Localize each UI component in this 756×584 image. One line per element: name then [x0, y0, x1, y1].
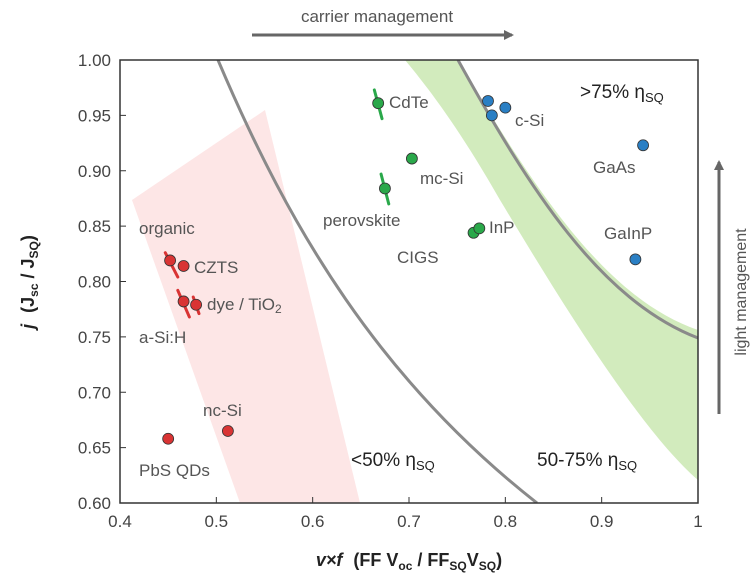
label-czts: CZTS [194, 258, 238, 277]
region-label-below-50: <50% ηSQ [351, 450, 435, 473]
data-point-a-si-h [177, 295, 190, 308]
data-point-cdte [372, 97, 385, 110]
x-tick-label: 0.8 [494, 512, 518, 531]
data-point-mc-si [405, 152, 418, 165]
top-arrow-label: carrier management [301, 7, 453, 26]
data-point-perovskite [379, 182, 391, 195]
region-label-above-75: >75% ηSQ [580, 82, 664, 105]
x-tick-label: 0.9 [590, 512, 614, 531]
label-gaas: GaAs [593, 158, 636, 177]
data-point-inp [473, 222, 486, 235]
label-inp: InP [489, 218, 515, 237]
data-point [485, 109, 498, 122]
label-mc-si: mc-Si [420, 169, 463, 188]
label-cdte: CdTe [389, 93, 429, 112]
label-perovskite: perovskite [323, 211, 400, 230]
x-axis-title: v×f (FF Voc / FFSQVSQ) [316, 550, 502, 573]
data-point-dye-tio [190, 298, 203, 311]
label-gainp: GaInP [604, 224, 652, 243]
right-arrow-label: light management [733, 228, 750, 356]
y-axis-title: j (Jsc / JSQ) [18, 235, 41, 331]
y-tick-label: 0.75 [78, 328, 111, 347]
y-tick-label: 0.60 [78, 494, 111, 513]
50-percent-boundary-curve [216, 60, 538, 503]
x-axis-ticks: 0.4 0.5 0.6 0.7 0.8 0.9 1 [108, 497, 703, 531]
y-tick-label: 0.95 [78, 106, 111, 125]
y-tick-label: 0.80 [78, 273, 111, 292]
data-point-organic [164, 254, 176, 267]
y-tick-label: 0.90 [78, 162, 111, 181]
data-points [162, 88, 649, 445]
label-organic: organic [139, 219, 195, 238]
data-point-nc-si [221, 425, 234, 437]
x-tick-label: 0.6 [301, 512, 325, 531]
label-pbs-qds: PbS QDs [139, 461, 210, 480]
y-axis-ticks: 0.60 0.65 0.70 0.75 0.80 0.85 0.90 0.95 1.00 [78, 51, 126, 513]
label-cigs: CIGS [397, 248, 439, 267]
y-tick-label: 0.65 [78, 439, 111, 458]
50-75-percent-region [405, 60, 698, 480]
label-nc-si: nc-Si [203, 401, 242, 420]
x-tick-label: 1 [693, 512, 702, 531]
data-point-czts [177, 260, 190, 272]
x-tick-label: 0.5 [205, 512, 229, 531]
label-c-si: c-Si [515, 111, 544, 130]
y-tick-label: 0.85 [78, 217, 111, 236]
x-tick-label: 0.4 [108, 512, 132, 531]
y-tick-label: 0.70 [78, 383, 111, 402]
label-dye-tio2: dye / TiO2 [207, 295, 282, 316]
data-point-pbs-qds [162, 432, 175, 445]
data-point-gaas [637, 139, 649, 152]
y-tick-label: 1.00 [78, 51, 111, 70]
data-point [499, 101, 512, 114]
below-50-percent-region [132, 110, 360, 503]
region-label-50-75: 50-75% ηSQ [537, 450, 637, 473]
data-point-gainp [629, 253, 642, 266]
label-a-si-h: a-Si:H [139, 328, 186, 347]
data-point-c-si [482, 95, 494, 107]
75-percent-boundary-curve [456, 60, 698, 340]
x-tick-label: 0.7 [397, 512, 421, 531]
